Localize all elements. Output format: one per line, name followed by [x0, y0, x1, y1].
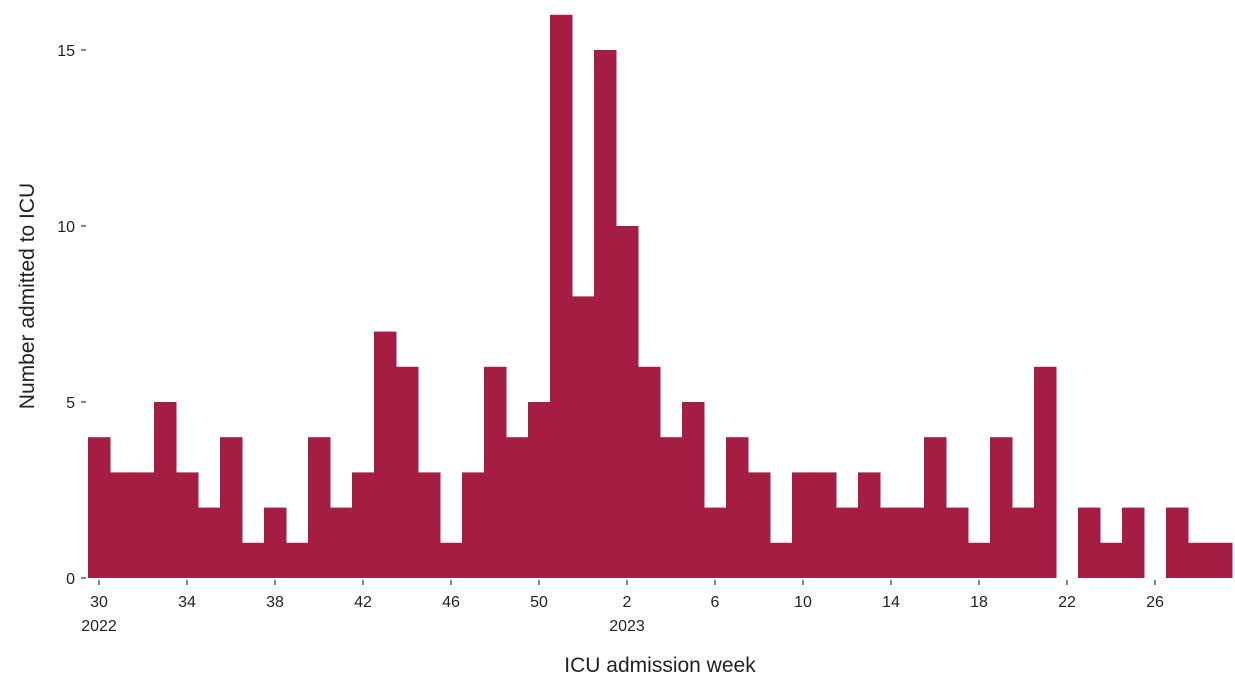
y-tick-label: 15	[57, 43, 75, 60]
bar	[1188, 542, 1211, 578]
bar	[748, 472, 771, 578]
x-tick-label: 46	[442, 594, 460, 611]
bar	[132, 472, 155, 578]
y-axis-title: Number admitted to ICU	[16, 183, 39, 409]
x-year-label: 2022	[81, 618, 117, 635]
bar	[308, 437, 331, 578]
bar	[880, 507, 903, 578]
x-tick-label: 26	[1146, 594, 1164, 611]
bar	[264, 507, 287, 578]
bar	[1034, 366, 1057, 578]
x-tick-label: 22	[1058, 594, 1076, 611]
bar	[990, 437, 1013, 578]
bar	[814, 472, 837, 578]
bar	[836, 507, 859, 578]
bar	[110, 472, 133, 578]
bar	[704, 507, 727, 578]
x-tick-label: 18	[970, 594, 988, 611]
x-tick-label: 6	[711, 594, 720, 611]
bar	[1210, 542, 1233, 578]
bar	[1078, 507, 1101, 578]
bar	[484, 366, 507, 578]
bar	[154, 402, 177, 578]
bar	[1122, 507, 1145, 578]
bar	[506, 437, 529, 578]
bar	[462, 472, 485, 578]
bar	[374, 331, 397, 578]
bar	[1100, 542, 1123, 578]
bar	[726, 437, 749, 578]
bar	[660, 437, 683, 578]
bar	[528, 402, 551, 578]
bar	[902, 507, 925, 578]
x-tick-label: 2	[623, 594, 632, 611]
bar	[1166, 507, 1189, 578]
bar	[176, 472, 199, 578]
bar	[396, 366, 419, 578]
bar	[1012, 507, 1035, 578]
bar	[968, 542, 991, 578]
x-tick-label: 30	[90, 594, 108, 611]
bar	[594, 50, 617, 578]
bar	[946, 507, 969, 578]
x-axis-title: ICU admission week	[564, 654, 756, 677]
x-tick-label: 50	[530, 594, 548, 611]
y-tick-label: 10	[57, 219, 75, 236]
bar	[924, 437, 947, 578]
bar	[770, 542, 793, 578]
bar	[242, 542, 265, 578]
bar	[792, 472, 815, 578]
bar	[616, 226, 639, 578]
bar	[572, 296, 595, 578]
bar	[88, 437, 111, 578]
x-tick-label: 42	[354, 594, 372, 611]
bar	[198, 507, 221, 578]
bar	[286, 542, 309, 578]
bar	[638, 366, 661, 578]
bar	[550, 14, 573, 579]
x-tick-label: 10	[794, 594, 812, 611]
x-tick-label: 34	[178, 594, 196, 611]
bar	[330, 507, 353, 578]
bar	[858, 472, 881, 578]
bar	[440, 542, 463, 578]
bar	[682, 402, 705, 578]
x-tick-label: 14	[882, 594, 900, 611]
y-tick-label: 0	[66, 571, 75, 588]
y-tick-label: 5	[66, 395, 75, 412]
bar	[418, 472, 441, 578]
bar	[352, 472, 375, 578]
x-year-label: 2023	[609, 618, 645, 635]
bar	[220, 437, 243, 578]
x-tick-label: 38	[266, 594, 284, 611]
